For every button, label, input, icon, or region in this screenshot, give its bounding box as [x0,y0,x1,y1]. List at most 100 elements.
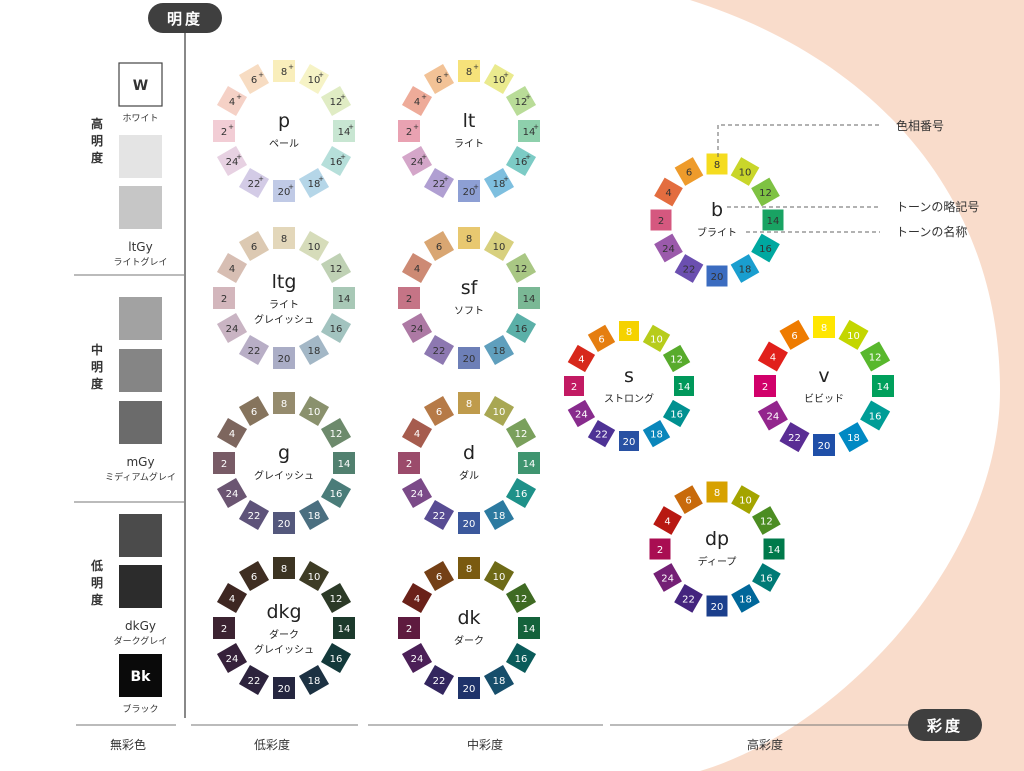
hue-swatch [401,582,433,614]
hue-swatch [752,506,781,535]
hue-number: 16 [869,412,882,423]
hue-swatch [483,395,515,427]
hue-number: 10 [308,572,321,583]
hue-number: 16 [515,324,528,335]
tone-name: ダル [459,469,479,482]
hue-number: 18 [493,676,506,687]
tone-code: dp [705,528,729,550]
hue-plus-mark: + [525,93,531,101]
hue-swatch [757,400,788,431]
hue-swatch [320,252,352,284]
annotations: 色相番号 トーンの略記号 トーンの名称 [717,119,979,239]
hue-number: 20 [463,354,476,365]
hue-swatch [458,180,480,202]
hue-swatch [238,63,270,95]
hue-swatch [505,582,537,614]
hue-swatch [298,499,330,531]
hue-swatch [706,481,728,503]
hue-number: 18 [308,511,321,522]
brightness-groups: 高明度 中明度 低明度 [74,116,184,607]
gray-name: ライトグレイ [113,256,167,268]
hue-swatch [298,230,330,262]
hue-number: 18 [308,676,321,687]
hue-number: 2 [571,382,577,393]
hue-number: 4 [414,264,420,275]
low-saturation-label: 低彩度 [254,737,290,752]
hue-plus-mark: + [533,123,539,131]
hue-number: 12 [515,264,528,275]
hue-swatch [401,145,433,177]
hue-swatch [273,677,295,699]
hue-swatch [731,485,760,514]
hue-number: 22 [788,433,801,444]
hue-number: 10 [847,331,860,342]
hue-plus-mark: + [443,71,449,79]
hue-number: 20 [463,684,476,695]
hue-swatch [401,642,433,674]
hue-swatch [320,642,352,674]
hue-swatch [273,227,295,249]
hue-swatch [320,477,352,509]
hue-number: 20 [463,519,476,530]
tone-name: ディープ [698,555,737,568]
hue-number: 8 [281,234,287,245]
hue-number: 2 [406,127,412,138]
hue-swatch [273,180,295,202]
hue-plus-mark: + [340,153,346,161]
mid-saturation-label: 中彩度 [467,737,503,752]
hue-swatch [662,344,691,373]
hue-number: 24 [661,574,674,585]
saturation-axis: 彩度 無彩色 低彩度 中彩度 高彩度 [76,709,982,752]
hue-plus-mark: + [258,175,264,183]
hue-number: 6 [436,75,442,86]
hue-number: 24 [226,489,239,500]
hue-swatch [458,60,480,82]
hue-number: 24 [411,324,424,335]
hue-swatch [662,399,691,428]
hue-swatch [298,63,330,95]
hue-swatch [401,312,433,344]
hue-number: 16 [515,654,528,665]
hue-swatch [642,419,671,448]
hue-swatch [674,157,704,186]
hue-plus-mark: + [340,93,346,101]
saturation-axis-label: 彩度 [926,717,963,735]
hue-plus-mark: + [288,183,294,191]
hue-plus-mark: + [413,123,419,131]
hue-number: 8 [281,564,287,575]
hue-swatch [779,319,810,350]
hue-plus-mark: + [288,63,294,71]
tone-name: ダーク [454,634,484,647]
hue-number: 12 [330,429,343,440]
hue-plus-mark: + [258,71,264,79]
hue-number: 24 [226,324,239,335]
hue-plus-mark: + [443,175,449,183]
hue-swatch [505,312,537,344]
hue-number: 18 [493,511,506,522]
hue-number: 20 [278,519,291,530]
hue-number: 8 [626,327,632,338]
hue-number: 12 [670,355,683,366]
hue-plus-mark: + [525,153,531,161]
gray-swatch: dkGy ダークグレイ [114,565,167,647]
hue-number: 2 [762,382,768,393]
hue-number: 4 [665,188,671,199]
hue-number: 24 [575,410,588,421]
hue-swatch [238,499,270,531]
hue-number: 16 [759,244,772,255]
hue-number: 4 [229,264,235,275]
hue-swatch [398,617,420,639]
tone-name: ライト [269,299,299,311]
hue-number: 10 [650,334,663,345]
hue-plus-mark: + [473,63,479,71]
hue-number: 6 [436,407,442,418]
hue-number: 20 [711,272,724,283]
hue-number: 6 [251,407,257,418]
hue-swatch [505,642,537,674]
hue-swatch [752,563,781,592]
brightness-axis-label: 明度 [167,10,203,28]
